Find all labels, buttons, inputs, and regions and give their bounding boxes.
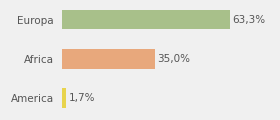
Text: 1,7%: 1,7% (69, 93, 95, 103)
Bar (62, 10, 230, 29)
Text: 63,3%: 63,3% (233, 15, 266, 24)
Text: 35,0%: 35,0% (157, 54, 190, 64)
Bar (62, 49, 155, 69)
Bar (62, 88, 66, 108)
